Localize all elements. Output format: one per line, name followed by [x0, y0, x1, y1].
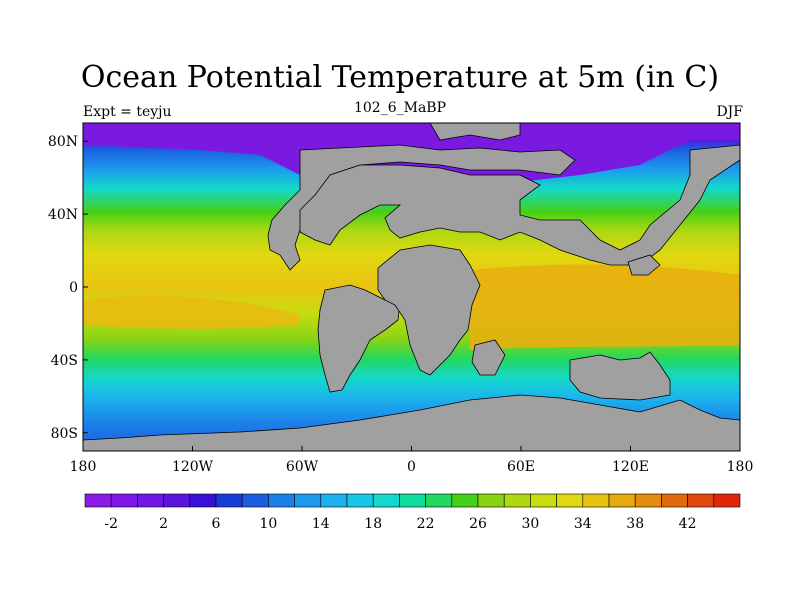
land-indian-island — [471, 339, 506, 376]
x-tick-label: 60E — [507, 459, 535, 475]
x-tick-label: 120W — [172, 459, 214, 475]
y-tick-label: 40S — [51, 353, 78, 369]
map-title: Ocean Potential Temperature at 5m (in C) — [80, 60, 720, 95]
period-label: 102_6_MaBP — [353, 100, 447, 116]
y-axis: 80N 40N 0 40S 80S — [48, 134, 88, 442]
colorbar-label: 22 — [417, 516, 435, 532]
x-axis: 180 120W 60W 0 60E 120E 180 — [70, 446, 754, 475]
colorbar-swatch — [451, 493, 479, 508]
x-tick-label: 180 — [727, 459, 754, 475]
colorbar-label: 38 — [626, 516, 644, 532]
season-label: DJF — [716, 104, 743, 120]
colorbar-label: 2 — [159, 516, 168, 532]
colorbar-swatch — [687, 493, 715, 508]
colorbar-swatch — [189, 493, 217, 508]
colorbar-swatch — [477, 493, 505, 508]
colorbar-swatch — [163, 493, 191, 508]
experiment-label: Expt = teyju — [83, 104, 172, 120]
colorbar-swatch — [268, 493, 295, 508]
colorbar-label: 26 — [469, 516, 487, 532]
land-africa — [377, 244, 481, 376]
colorbar-swatch — [556, 493, 584, 508]
colorbar-label: 10 — [259, 516, 277, 532]
colorbar-swatch — [530, 493, 557, 508]
y-tick-label: 80N — [48, 134, 78, 150]
colorbar-swatch — [294, 493, 322, 508]
colorbar-swatch — [713, 493, 741, 508]
colorbar-swatch — [215, 493, 243, 508]
x-tick-label: 0 — [407, 459, 416, 475]
colorbar-swatch — [84, 493, 112, 508]
colorbar-label: 18 — [364, 516, 382, 532]
colorbar-swatch — [346, 493, 374, 508]
y-tick-label: 0 — [69, 280, 78, 296]
colorbar-swatch — [110, 493, 138, 508]
colorbar-swatch — [137, 493, 164, 508]
colorbar-label: 14 — [312, 516, 330, 532]
colorbar-swatch — [634, 493, 662, 508]
colorbar: -2 2 6 10 14 18 22 26 30 34 38 42 — [84, 493, 741, 532]
land-antarctica — [83, 394, 740, 451]
colorbar-swatch — [399, 493, 426, 508]
colorbar-swatch — [503, 493, 531, 508]
land-south-america — [317, 284, 401, 393]
colorbar-label: 30 — [521, 516, 539, 532]
colorbar-label: 6 — [212, 516, 221, 532]
colorbar-swatch — [425, 493, 453, 508]
colorbar-label: 34 — [574, 516, 592, 532]
x-tick-label: 180 — [70, 459, 97, 475]
y-tick-label: 80S — [51, 426, 78, 442]
colorbar-swatch — [241, 493, 269, 508]
land-arctic-north — [429, 123, 521, 141]
colorbar-swatch — [608, 493, 636, 508]
colorbar-label: -2 — [104, 516, 118, 532]
x-tick-label: 120E — [612, 459, 649, 475]
warm-indian-pacific-band — [470, 264, 740, 350]
colorbar-swatch — [661, 493, 688, 508]
land-masses — [83, 123, 740, 451]
colorbar-swatch — [372, 493, 400, 508]
colorbar-label: 42 — [679, 516, 697, 532]
land-se-asia-island — [627, 254, 661, 276]
y-tick-label: 40N — [48, 207, 78, 223]
colorbar-swatch — [582, 493, 610, 508]
land-australia — [569, 351, 671, 401]
warm-equatorial-band — [83, 295, 300, 329]
colorbar-swatch — [320, 493, 348, 508]
x-tick-label: 60W — [286, 459, 319, 475]
